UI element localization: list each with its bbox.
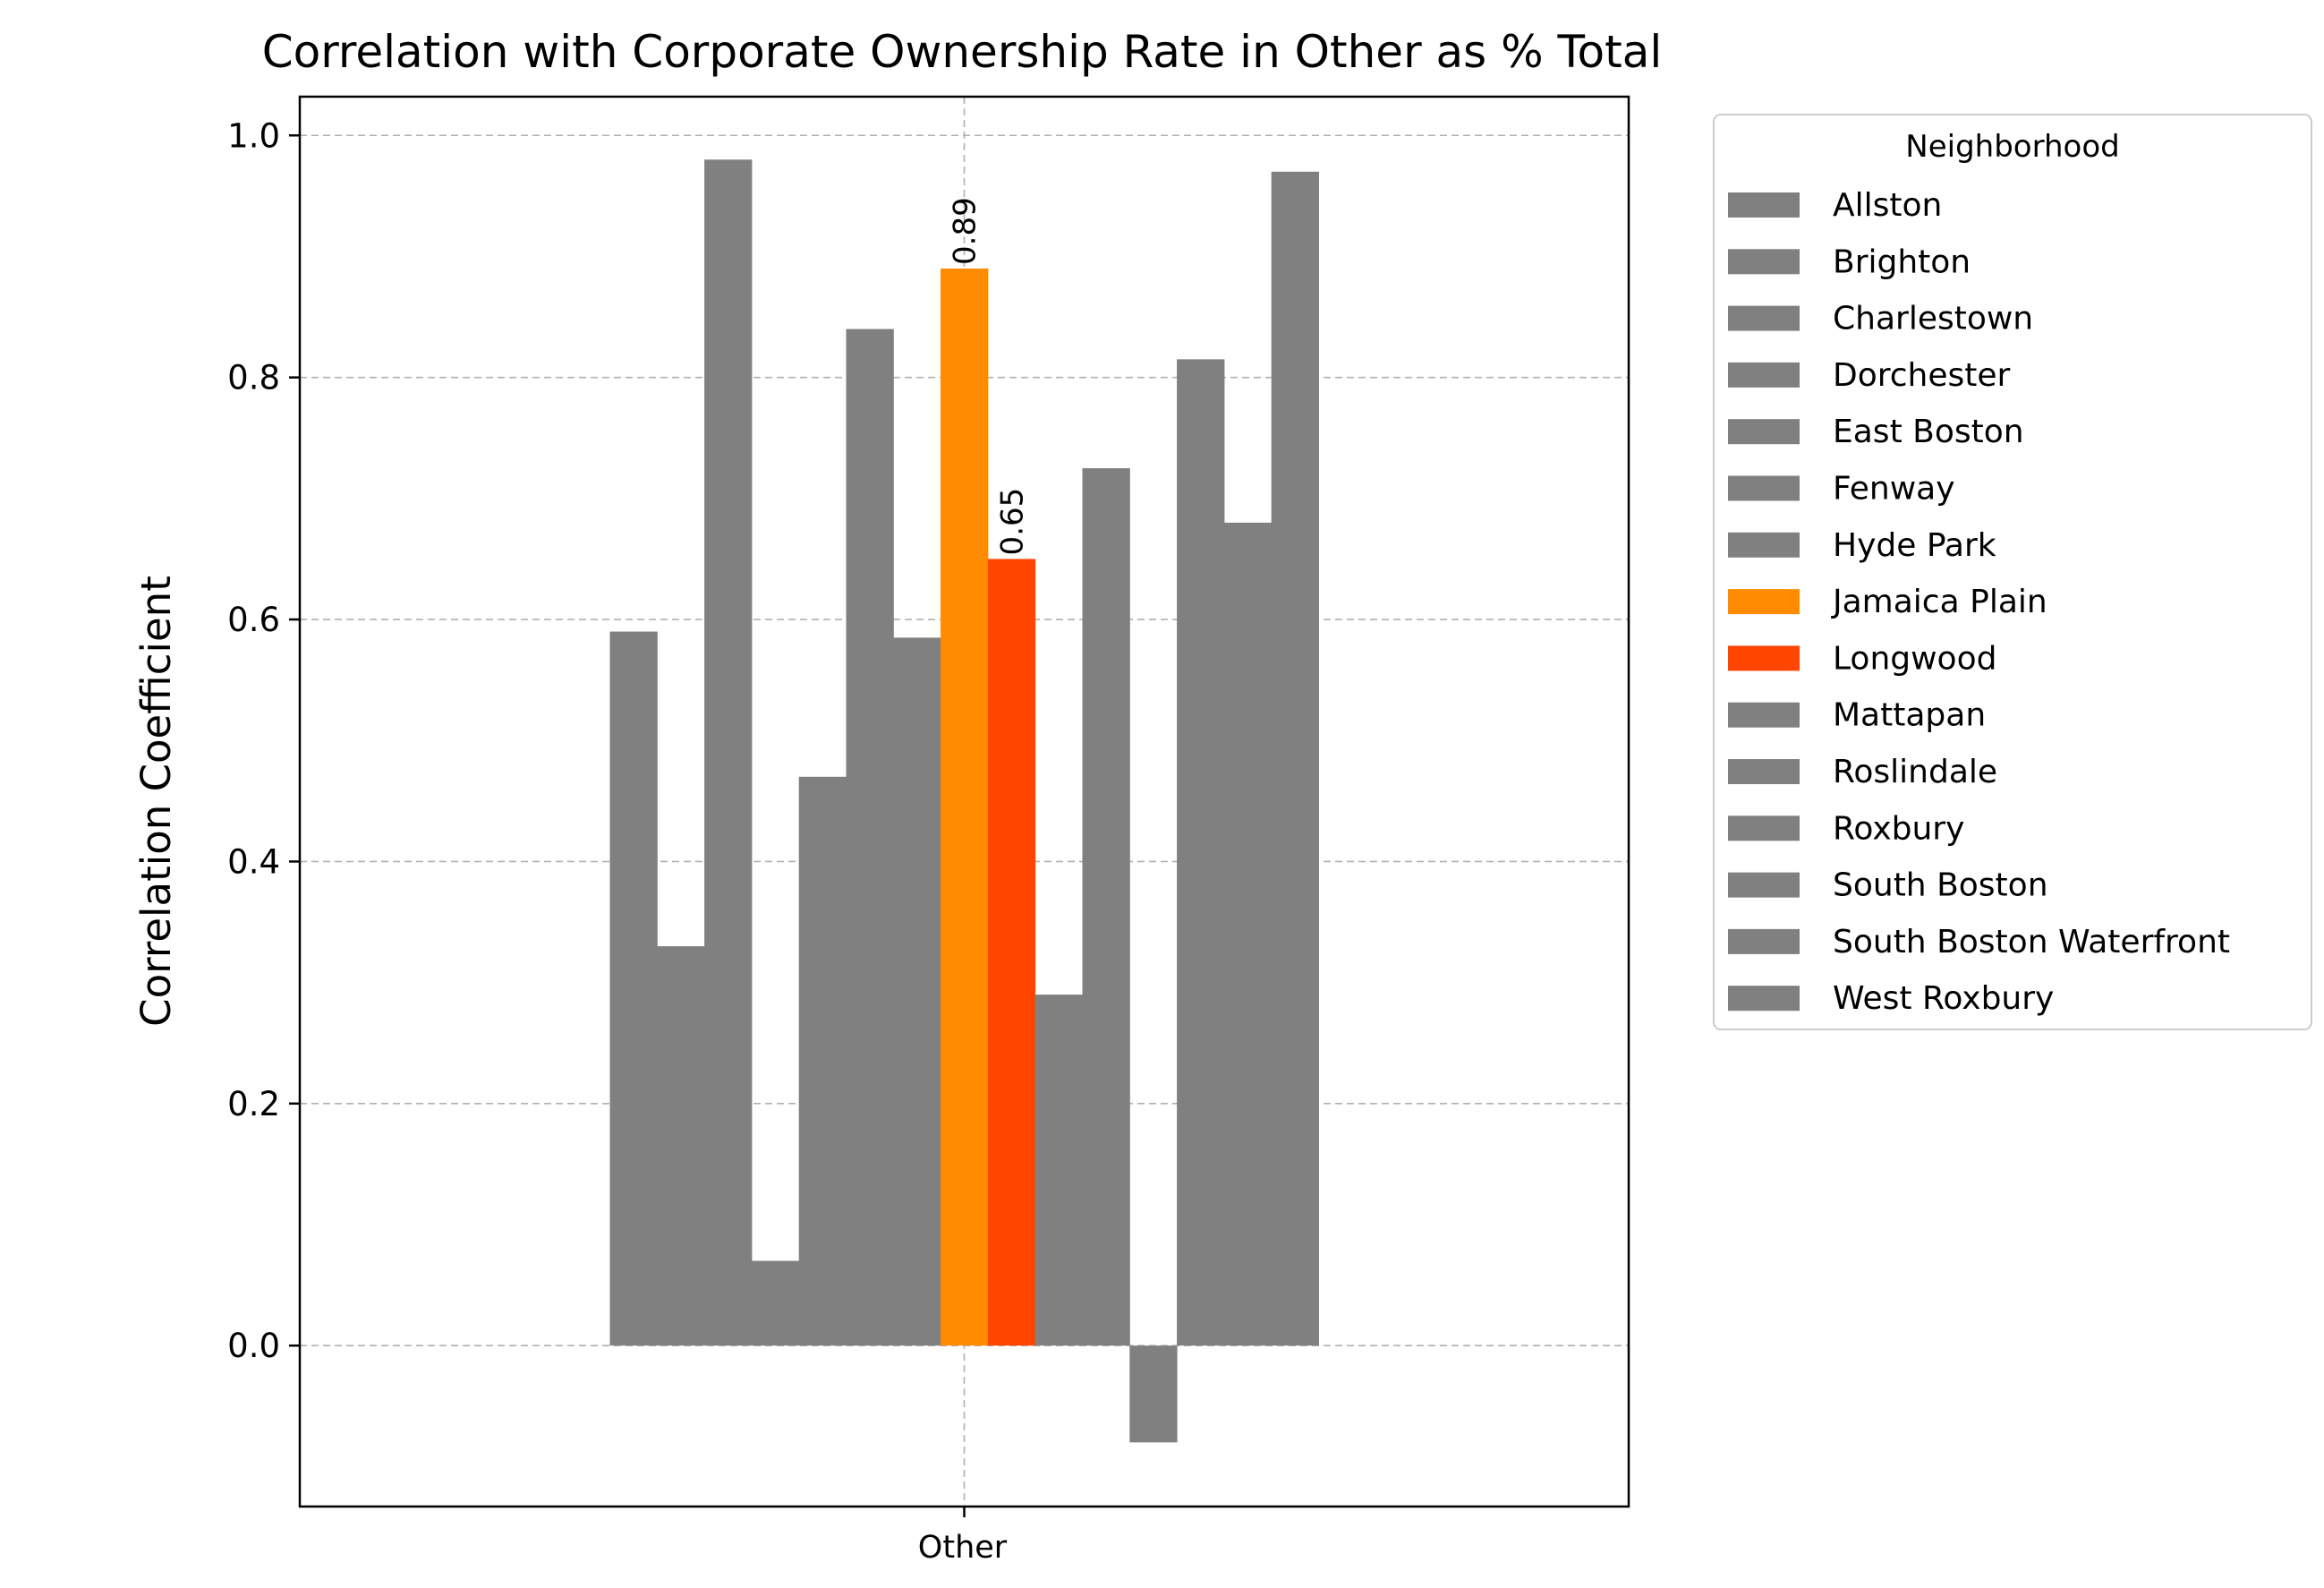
- legend-swatch: [1728, 702, 1800, 728]
- legend-swatch: [1728, 475, 1800, 501]
- y-tick-label: 0.8: [227, 359, 280, 397]
- legend-label: South Boston: [1833, 867, 2048, 904]
- legend-swatch: [1728, 192, 1800, 218]
- bar-west-roxbury: [1271, 171, 1319, 1346]
- legend-label: Hyde Park: [1833, 527, 1996, 564]
- legend-swatch: [1728, 419, 1800, 445]
- x-tick-label: Other: [918, 1530, 1008, 1566]
- x-axis-ticks: Other: [918, 1507, 1008, 1566]
- bar-allston: [609, 631, 658, 1346]
- legend-title: Neighborhood: [1905, 129, 2119, 165]
- bar-roslindale: [1082, 468, 1130, 1346]
- legend-swatch: [1728, 589, 1800, 615]
- legend-swatch: [1728, 872, 1800, 898]
- legend-swatch: [1728, 249, 1800, 275]
- legend-item: South Boston: [1728, 867, 2048, 904]
- bar-hyde-park: [893, 637, 941, 1346]
- bar-south-boston-waterfront: [1223, 522, 1273, 1346]
- legend-swatch: [1728, 305, 1800, 331]
- legend-label: West Roxbury: [1833, 980, 2054, 1017]
- legend-item: Jamaica Plain: [1728, 584, 2047, 620]
- bar-east-boston: [798, 776, 847, 1346]
- legend-label: Roslindale: [1833, 754, 1997, 790]
- legend-label: East Boston: [1833, 414, 2024, 450]
- y-tick-label: 0.2: [227, 1085, 280, 1123]
- legend-item: Mattapan: [1728, 697, 1986, 734]
- legend-label: Longwood: [1833, 640, 1996, 677]
- legend-swatch: [1728, 759, 1800, 784]
- legend-swatch: [1728, 645, 1800, 671]
- legend-item: Longwood: [1728, 640, 1996, 677]
- legend-label: Roxbury: [1833, 810, 1964, 847]
- bar-south-boston: [1177, 359, 1225, 1346]
- bar-fenway: [846, 329, 894, 1346]
- legend-swatch: [1728, 362, 1800, 388]
- legend-label: South Boston Waterfront: [1833, 924, 2230, 960]
- legend-label: Allston: [1833, 187, 1942, 224]
- chart-title: Correlation with Corporate Ownership Rat…: [262, 26, 1663, 78]
- legend-item: Roslindale: [1728, 754, 1997, 790]
- legend-label: Fenway: [1833, 471, 1955, 508]
- bar-brighton: [657, 946, 705, 1346]
- legend-item: Allston: [1728, 187, 1942, 224]
- legend-label: Jamaica Plain: [1831, 584, 2047, 620]
- legend-item: Hyde Park: [1728, 527, 1996, 564]
- legend-items: Allston Brighton Charlestown Dorchester East…: [1728, 187, 2230, 1017]
- bar-roxbury: [1129, 1345, 1178, 1443]
- y-axis-label: Correlation Coefficient: [132, 576, 180, 1027]
- bar-value-labels: 0.89 0.65: [948, 197, 1031, 555]
- legend: Neighborhood Allston Brighton Charlestown D…: [1713, 114, 2312, 1030]
- bar-longwood: [987, 559, 1036, 1346]
- legend-item: Fenway: [1728, 471, 1955, 508]
- legend-label: Charlestown: [1833, 301, 2033, 337]
- legend-label: Mattapan: [1833, 697, 1986, 734]
- legend-item: Dorchester: [1728, 357, 2011, 394]
- bar-jamaica-plain: [941, 268, 989, 1346]
- legend-item: Roxbury: [1728, 810, 1964, 847]
- legend-box: [1713, 114, 2312, 1030]
- y-tick-label: 0.6: [227, 601, 280, 639]
- legend-item: Charlestown: [1728, 301, 2033, 337]
- y-tick-label: 0.4: [227, 842, 280, 881]
- bar-mattapan: [1034, 995, 1083, 1346]
- legend-label: Dorchester: [1833, 357, 2011, 394]
- legend-swatch: [1728, 986, 1800, 1012]
- legend-swatch: [1728, 928, 1800, 954]
- legend-swatch: [1728, 815, 1800, 841]
- bar-value-label: 0.89: [948, 197, 983, 265]
- legend-item: West Roxbury: [1728, 980, 2054, 1017]
- legend-item: South Boston Waterfront: [1728, 924, 2230, 960]
- y-tick-label: 1.0: [227, 116, 280, 155]
- legend-label: Brighton: [1833, 243, 1971, 280]
- legend-item: Brighton: [1728, 243, 1971, 280]
- y-axis-ticks: 0.0 0.2 0.4 0.6 0.8 1.0: [227, 116, 300, 1365]
- y-tick-label: 0.0: [227, 1327, 280, 1365]
- bar-charlestown: [704, 159, 753, 1346]
- bar-value-label: 0.65: [994, 488, 1030, 556]
- bars: [609, 159, 1319, 1443]
- legend-item: East Boston: [1728, 414, 2024, 450]
- legend-swatch: [1728, 532, 1800, 558]
- bar-dorchester: [751, 1260, 800, 1346]
